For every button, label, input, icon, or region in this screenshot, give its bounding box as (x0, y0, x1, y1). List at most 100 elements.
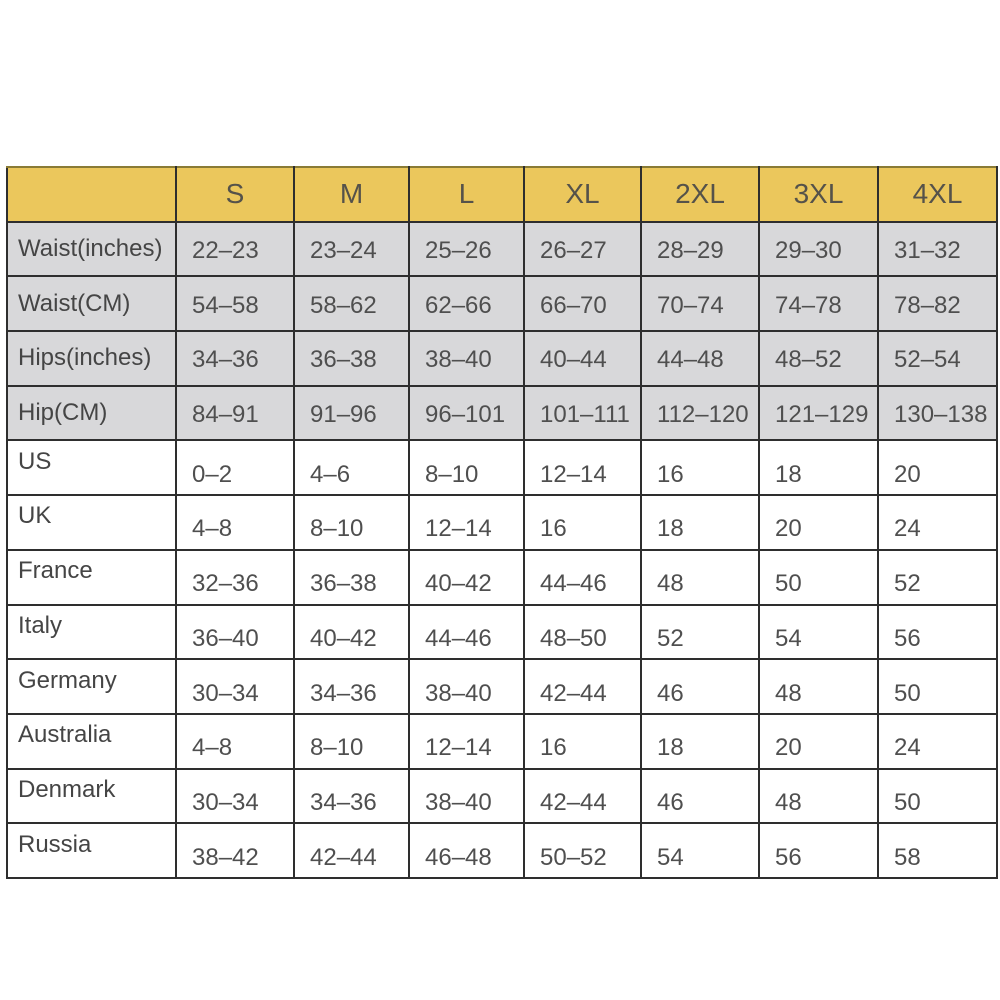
cell-value: 121–129 (775, 401, 869, 429)
row-label-text: Russia (18, 830, 92, 858)
cell-uk-xl: 16 (523, 494, 642, 551)
cell-value: 52 (894, 570, 921, 598)
cell-waist-inches-2xl: 28–29 (640, 220, 760, 278)
row-waist-inches: Waist(inches) 22–23 23–24 25–26 26–27 28–29 29… (6, 220, 998, 278)
cell-value: 29–30 (775, 237, 842, 265)
row-denmark: Denmark 30–34 34–36 38–40 42–44 46 48 50 (6, 767, 998, 825)
cell-germany-m: 34–36 (293, 658, 410, 715)
cell-value: 40–44 (540, 346, 607, 374)
cell-value: 74–78 (775, 291, 842, 319)
cell-denmark-m: 34–36 (293, 767, 410, 825)
cell-australia-l: 12–14 (408, 712, 525, 770)
cell-value: 0–2 (192, 460, 233, 488)
header-cell-2xl: 2XL (640, 166, 760, 223)
row-label-text: Waist(inches) (18, 235, 163, 263)
cell-value: 25–26 (425, 237, 492, 265)
cell-value: 12–14 (425, 515, 492, 543)
cell-value: 112–120 (657, 401, 749, 429)
cell-value: 40–42 (310, 624, 377, 652)
row-label-text: Hip(CM) (18, 399, 108, 427)
cell-value: 18 (775, 460, 802, 488)
cell-waist-inches-xl: 26–27 (523, 220, 642, 278)
cell-russia-l: 46–48 (408, 822, 525, 879)
cell-value: 20 (775, 515, 802, 543)
cell-germany-s: 30–34 (175, 658, 295, 715)
cell-france-4xl: 52 (877, 548, 998, 606)
row-label: Germany (6, 658, 177, 715)
cell-uk-4xl: 24 (877, 494, 998, 551)
cell-value: 50–52 (540, 843, 607, 871)
cell-value: 4–8 (192, 734, 233, 762)
cell-hips-inches-4xl: 52–54 (877, 330, 998, 387)
cell-value: 54–58 (192, 291, 259, 319)
cell-value: 46 (657, 788, 684, 816)
cell-hip-cm-s: 84–91 (175, 384, 295, 442)
cell-value: 130–138 (894, 401, 988, 429)
cell-germany-3xl: 48 (758, 658, 879, 715)
row-label: UK (6, 494, 177, 551)
cell-waist-cm-4xl: 78–82 (877, 275, 998, 333)
cell-value: 38–40 (425, 788, 492, 816)
cell-value: 8–10 (310, 515, 364, 543)
cell-waist-cm-s: 54–58 (175, 275, 295, 333)
cell-value: 48 (657, 570, 684, 598)
cell-hips-inches-m: 36–38 (293, 330, 410, 387)
size-chart-header: S M L XL 2XL 3XL 4XL (6, 166, 998, 223)
cell-russia-m: 42–44 (293, 822, 410, 879)
cell-us-m: 4–6 (293, 439, 410, 497)
cell-value: 18 (657, 515, 684, 543)
cell-italy-3xl: 54 (758, 603, 879, 661)
row-hip-cm: Hip(CM) 84–91 91–96 96–101 101–111 112–120 121… (6, 384, 998, 442)
cell-value: 42–44 (540, 788, 607, 816)
cell-hips-inches-l: 38–40 (408, 330, 525, 387)
cell-waist-inches-s: 22–23 (175, 220, 295, 278)
row-uk: UK 4–8 8–10 12–14 16 18 20 24 (6, 494, 998, 551)
cell-italy-l: 44–46 (408, 603, 525, 661)
row-russia: Russia 38–42 42–44 46–48 50–52 54 56 58 (6, 822, 998, 879)
cell-value: 38–42 (192, 843, 259, 871)
cell-hips-inches-s: 34–36 (175, 330, 295, 387)
cell-value: 50 (894, 788, 921, 816)
cell-hips-inches-2xl: 44–48 (640, 330, 760, 387)
cell-uk-3xl: 20 (758, 494, 879, 551)
cell-italy-xl: 48–50 (523, 603, 642, 661)
cell-hip-cm-xl: 101–111 (523, 384, 642, 442)
cell-france-s: 32–36 (175, 548, 295, 606)
row-label: France (6, 548, 177, 606)
row-label-text: Germany (18, 666, 117, 694)
cell-germany-2xl: 46 (640, 658, 760, 715)
cell-value: 16 (657, 460, 684, 488)
cell-value: 34–36 (310, 679, 377, 707)
row-label: Italy (6, 603, 177, 661)
cell-australia-2xl: 18 (640, 712, 760, 770)
cell-waist-inches-l: 25–26 (408, 220, 525, 278)
cell-russia-3xl: 56 (758, 822, 879, 879)
row-label: Waist(CM) (6, 275, 177, 333)
cell-value: 70–74 (657, 291, 724, 319)
cell-us-s: 0–2 (175, 439, 295, 497)
cell-value: 56 (775, 843, 802, 871)
cell-value: 96–101 (425, 401, 506, 429)
cell-value: 12–14 (425, 734, 492, 762)
cell-value: 28–29 (657, 237, 724, 265)
header-cell-3xl: 3XL (758, 166, 879, 223)
cell-uk-2xl: 18 (640, 494, 760, 551)
cell-value: 46 (657, 679, 684, 707)
cell-hip-cm-3xl: 121–129 (758, 384, 879, 442)
row-italy: Italy 36–40 40–42 44–46 48–50 52 54 56 (6, 603, 998, 661)
cell-uk-s: 4–8 (175, 494, 295, 551)
cell-value: 84–91 (192, 401, 259, 429)
cell-australia-4xl: 24 (877, 712, 998, 770)
cell-waist-cm-3xl: 74–78 (758, 275, 879, 333)
cell-value: 34–36 (192, 346, 259, 374)
cell-value: 48 (775, 788, 802, 816)
cell-uk-m: 8–10 (293, 494, 410, 551)
row-france: France 32–36 36–38 40–42 44–46 48 50 52 (6, 548, 998, 606)
cell-hip-cm-l: 96–101 (408, 384, 525, 442)
cell-france-l: 40–42 (408, 548, 525, 606)
cell-value: 48–52 (775, 346, 842, 374)
cell-value: 44–46 (540, 570, 607, 598)
cell-value: 50 (775, 570, 802, 598)
cell-value: 32–36 (192, 570, 259, 598)
cell-hip-cm-m: 91–96 (293, 384, 410, 442)
